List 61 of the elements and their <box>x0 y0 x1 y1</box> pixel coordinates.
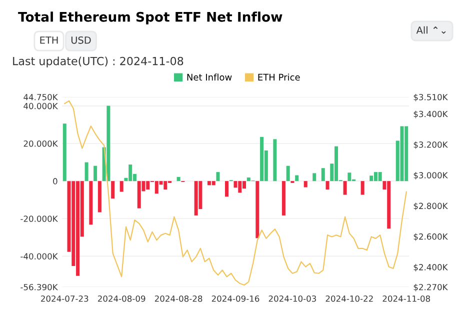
bar <box>326 181 330 190</box>
bar <box>273 139 277 182</box>
y2-tick-label: $3.000K <box>414 172 448 180</box>
bar <box>164 181 168 190</box>
bar <box>282 181 286 216</box>
x-tick-label: 2024-07-23 <box>41 295 88 302</box>
y-tick-label: -56.390K <box>20 284 58 290</box>
bar <box>370 176 374 182</box>
y2-tick-label: $3.400K <box>414 110 448 118</box>
text: USD <box>71 36 91 44</box>
x-tick-label: 2024-08-09 <box>98 295 146 302</box>
y2-tick-label: $2.600K <box>414 233 448 241</box>
bar <box>360 181 364 195</box>
legend-label: ETH Price <box>258 74 300 81</box>
y-tick-label: -40.000K <box>20 253 58 260</box>
text: All ⌃⌄ <box>416 26 446 34</box>
bar <box>216 172 220 182</box>
bar <box>94 166 98 182</box>
y2-tick-label: $3.200K <box>414 141 448 149</box>
bar <box>98 181 102 212</box>
bar <box>106 106 110 182</box>
text: Last update(UTC) : 2024-11-08 <box>13 56 184 68</box>
bar <box>312 173 316 182</box>
y-tick-label: 40.000K <box>24 102 58 110</box>
y-tick-label: 0 <box>53 178 58 184</box>
y-tick-label: -20.000K <box>20 216 58 222</box>
bar <box>194 181 198 216</box>
y2-tick-label: $2.400K <box>414 264 448 272</box>
bar <box>304 181 308 188</box>
x-tick-label: 2024-10-22 <box>326 295 373 302</box>
bar <box>212 181 216 186</box>
bar <box>348 172 352 182</box>
bar <box>120 181 124 192</box>
bar <box>378 172 382 182</box>
bar <box>286 166 290 182</box>
x-tick-label: 2024-11-08 <box>382 295 430 302</box>
bar <box>400 126 404 182</box>
bar <box>343 181 347 195</box>
x-tick-label: 2024-10-03 <box>268 295 316 302</box>
y2-tick-label: $2.800K <box>414 202 448 210</box>
x-tick-label: 2024-09-16 <box>212 295 260 302</box>
bar <box>256 181 260 238</box>
bar <box>260 136 264 182</box>
bar <box>62 124 66 182</box>
line-series <box>64 100 407 286</box>
legend-label: Net Inflow <box>187 74 232 81</box>
x-tick-label: 2024-08-28 <box>154 295 202 302</box>
y-tick-label: 20.000K <box>24 140 58 147</box>
bar <box>111 181 115 199</box>
y2-tick-label: $3.510K <box>414 94 448 102</box>
bar <box>176 176 180 182</box>
chart-title: Total Ethereum Spot ETF Net Inflow <box>18 12 282 24</box>
bar <box>84 162 88 182</box>
bar <box>295 175 299 182</box>
bar <box>89 181 93 225</box>
y2-tick-label: $2.270K <box>414 284 448 292</box>
text: ETH <box>40 36 58 44</box>
bar <box>137 181 141 208</box>
bar <box>224 181 228 197</box>
bar <box>321 168 325 182</box>
y-tick-label: 44.750K <box>24 94 58 100</box>
